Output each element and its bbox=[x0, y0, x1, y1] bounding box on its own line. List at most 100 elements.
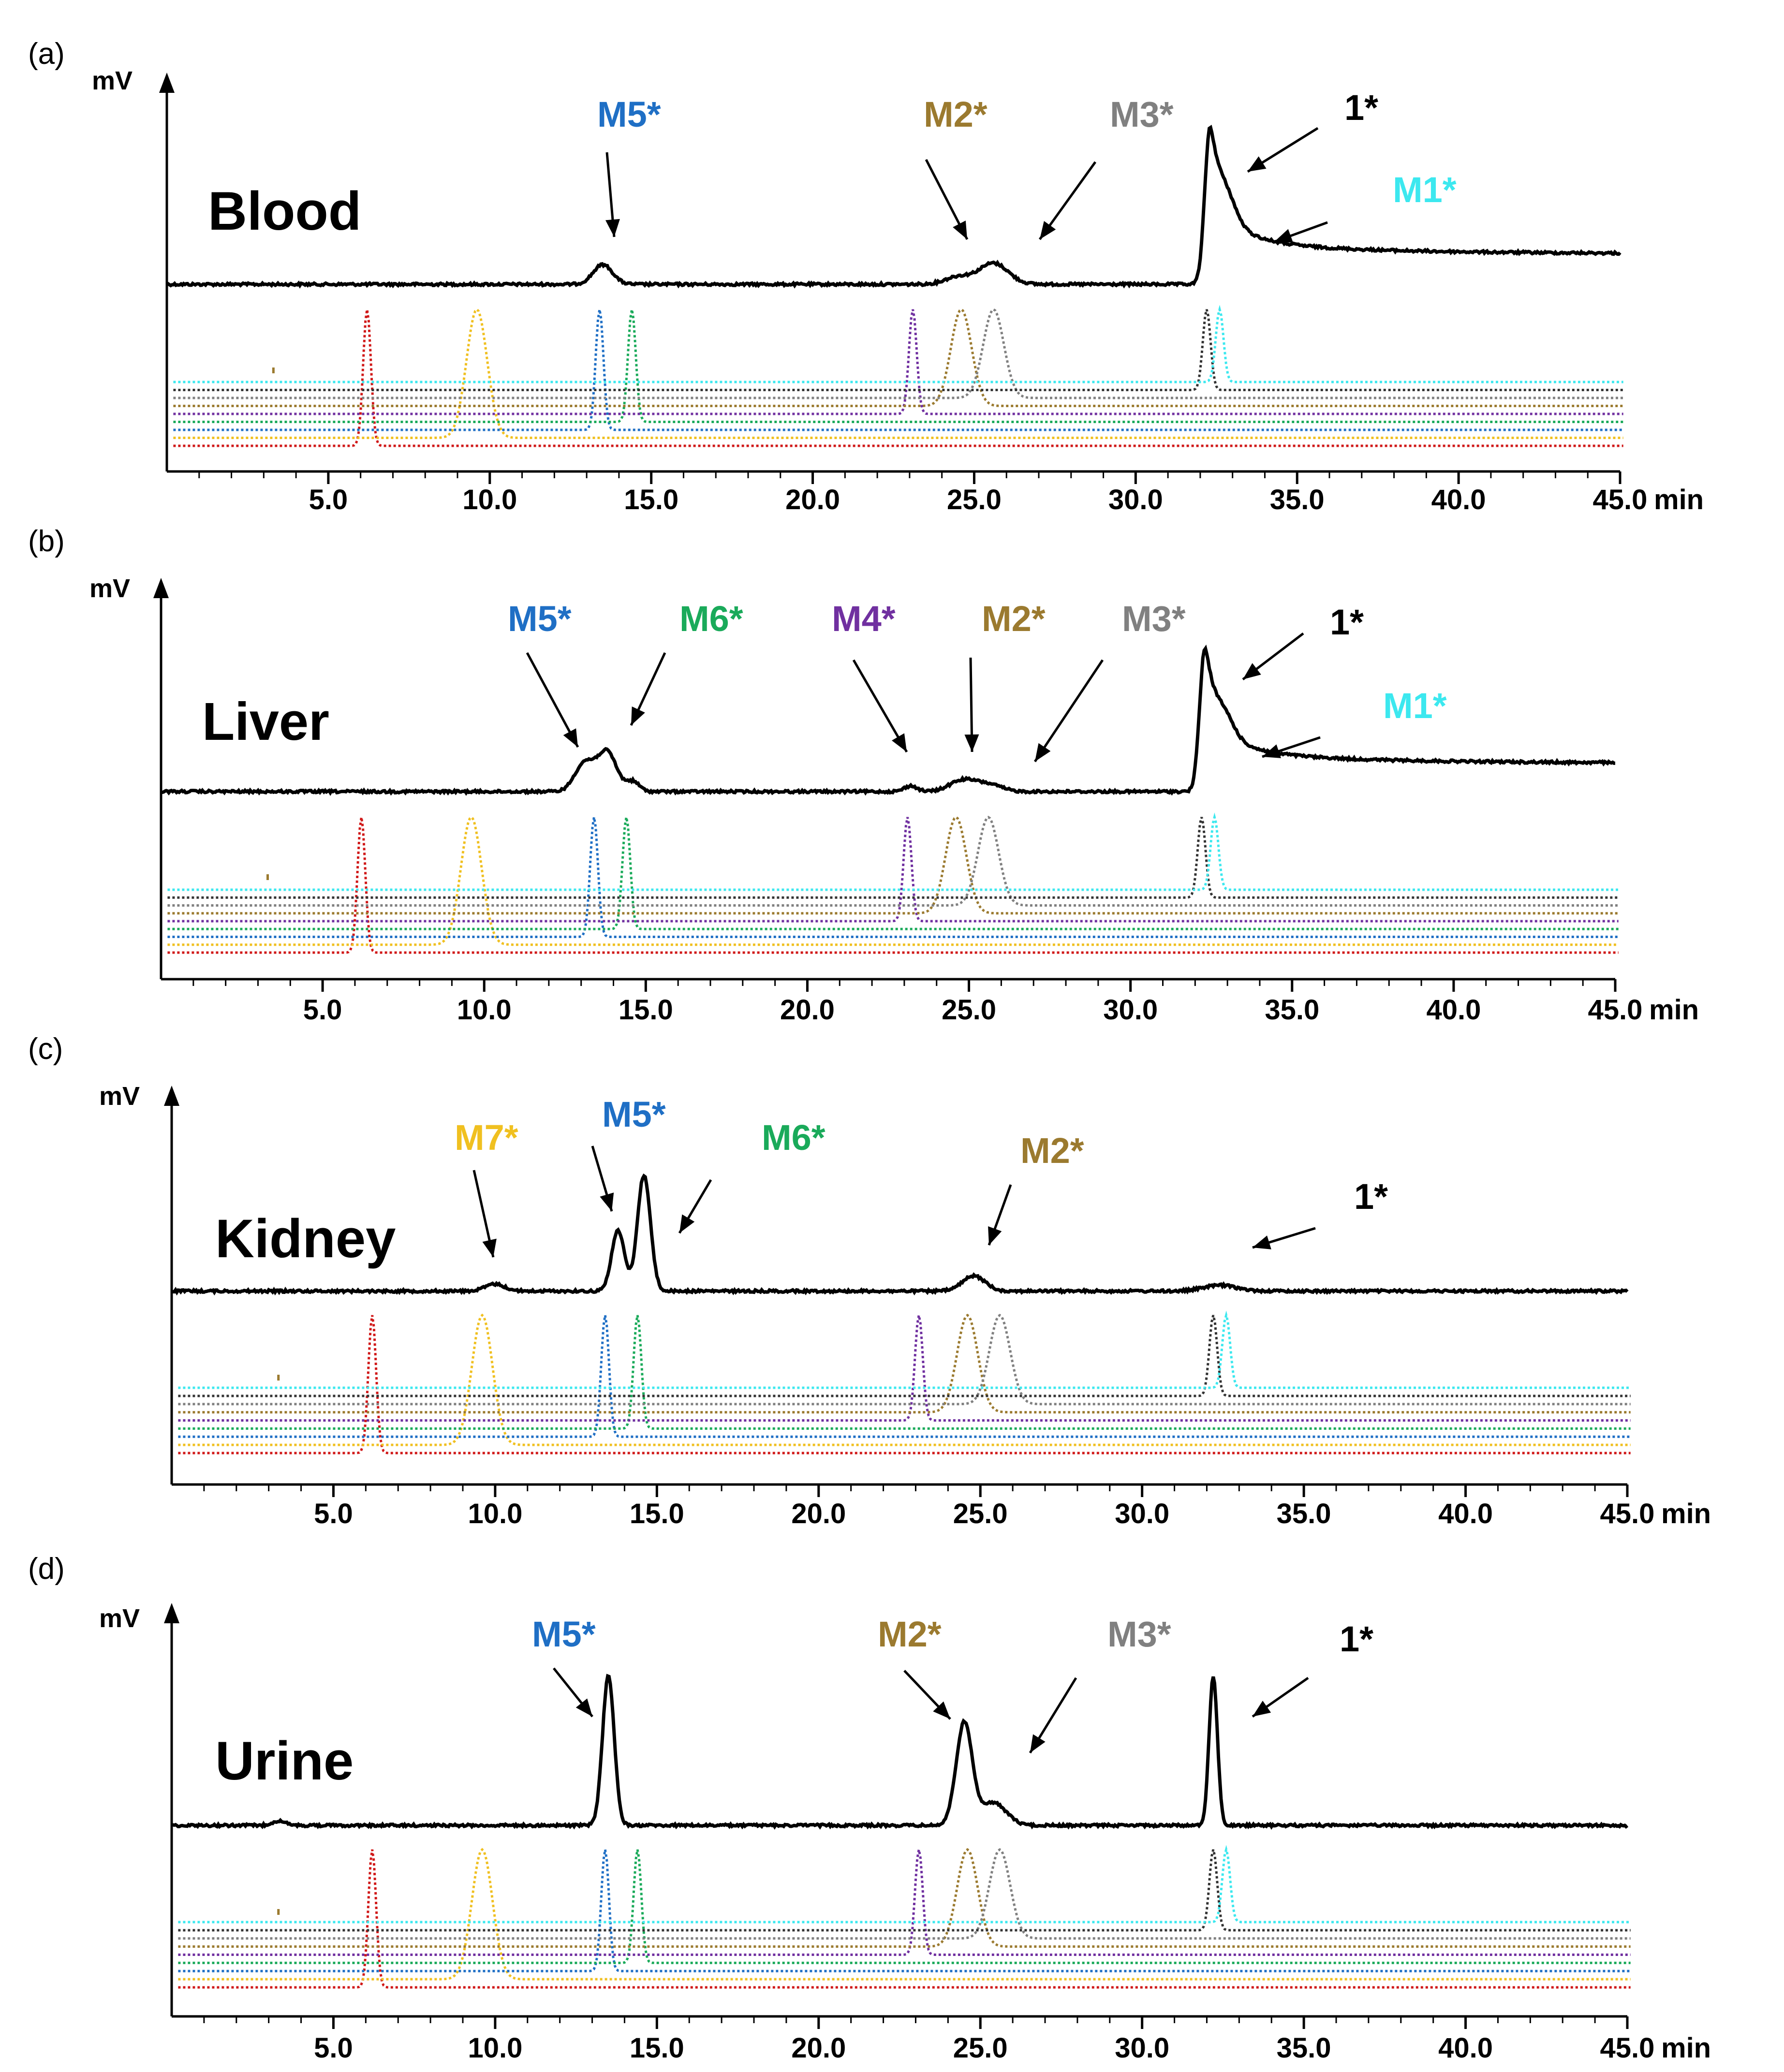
standard-trace-b-cyan bbox=[167, 812, 1619, 891]
standard-trace-d-red bbox=[178, 1849, 1631, 1989]
annotation-arrowhead-c-1 bbox=[600, 1192, 614, 1211]
label-b-6: M1* bbox=[1383, 686, 1447, 726]
standard-trace-d-brown bbox=[178, 1848, 1631, 1948]
tick-a-4: 25.0 bbox=[947, 484, 1002, 515]
sample-trace-d bbox=[171, 1674, 1629, 1830]
standard-trace-b-yellow bbox=[167, 815, 1619, 946]
standard-trace-c-cyan bbox=[178, 1310, 1631, 1389]
tick-d-1: 10.0 bbox=[468, 2032, 522, 2064]
standards-d bbox=[178, 1845, 1631, 1989]
tick-c-3: 20.0 bbox=[791, 1498, 846, 1529]
axes-c bbox=[164, 1086, 1629, 1497]
tick-a-2: 15.0 bbox=[624, 484, 678, 515]
tick-d-0: 5.0 bbox=[314, 2032, 353, 2064]
x-axis-label-d: min bbox=[1661, 2032, 1711, 2064]
panel-d: (d) mV Urine 5.0 10.0 15.0 20.0 25.0 30.… bbox=[28, 1552, 1711, 2064]
standard-trace-d-gray bbox=[178, 1848, 1631, 1940]
annotation-arrowhead-b-5 bbox=[1243, 663, 1261, 679]
tick-c-1: 10.0 bbox=[468, 1498, 522, 1529]
panel-b: (b) mV Liver 5.0 10.0 15.0 20.0 25.0 30.… bbox=[28, 525, 1699, 1026]
standards-c bbox=[178, 1310, 1631, 1455]
annotations-c bbox=[472, 1146, 1316, 1258]
annotation-arrowhead-c-0 bbox=[482, 1238, 497, 1257]
label-a-2: M3* bbox=[1110, 94, 1174, 134]
standard-trace-a-black bbox=[173, 309, 1623, 391]
tick-b-5: 30.0 bbox=[1103, 994, 1158, 1026]
tissue-title-blood: Blood bbox=[208, 181, 361, 241]
tick-a-8: 45.0 bbox=[1593, 484, 1648, 515]
y-axis-label-a: mV bbox=[92, 66, 133, 95]
standard-trace-c-green bbox=[178, 1315, 1631, 1430]
standard-trace-c-yellow bbox=[178, 1313, 1631, 1446]
label-b-4: M3* bbox=[1122, 599, 1186, 639]
sample-trace-c bbox=[171, 1173, 1629, 1296]
standard-trace-b-brown bbox=[167, 815, 1619, 915]
y-axis-arrow-a bbox=[159, 73, 175, 93]
label-a-0: M5* bbox=[597, 94, 661, 134]
tissue-title-liver: Liver bbox=[202, 692, 329, 751]
tick-a-7: 40.0 bbox=[1431, 484, 1486, 515]
tick-a-1: 10.0 bbox=[462, 484, 517, 515]
standard-trace-d-cyan bbox=[178, 1845, 1631, 1924]
y-axis-label-d: mV bbox=[99, 1604, 140, 1633]
annotations-a bbox=[605, 127, 1328, 243]
tick-b-4: 25.0 bbox=[942, 994, 996, 1026]
tick-a-6: 35.0 bbox=[1270, 484, 1325, 515]
axes-b bbox=[153, 578, 1617, 992]
y-axis-arrow-c bbox=[164, 1086, 179, 1106]
tick-d-3: 20.0 bbox=[791, 2032, 846, 2064]
standard-trace-b-black bbox=[167, 817, 1619, 899]
label-c-2: M6* bbox=[762, 1117, 826, 1158]
tick-d-8: 45.0 bbox=[1600, 2032, 1655, 2064]
label-d-1: M2* bbox=[878, 1614, 942, 1654]
standard-trace-a-blue bbox=[173, 309, 1623, 431]
annotation-arrowhead-d-1 bbox=[933, 1701, 950, 1719]
tick-c-5: 30.0 bbox=[1115, 1498, 1169, 1529]
annotation-arrowhead-b-3 bbox=[964, 734, 979, 752]
annotation-arrowhead-d-2 bbox=[1030, 1734, 1046, 1753]
panel-tag-b: (b) bbox=[28, 525, 65, 558]
y-axis-arrow-b bbox=[153, 578, 169, 598]
standard-trace-b-purple bbox=[167, 817, 1619, 923]
tick-a-5: 30.0 bbox=[1108, 484, 1163, 515]
standard-trace-c-black bbox=[178, 1315, 1631, 1397]
annotations-b bbox=[526, 632, 1321, 763]
tick-c-7: 40.0 bbox=[1438, 1498, 1493, 1529]
tick-b-3: 20.0 bbox=[780, 994, 835, 1026]
label-b-2: M4* bbox=[832, 599, 896, 639]
y-axis-label-c: mV bbox=[99, 1082, 140, 1111]
annotation-arrowhead-b-6 bbox=[1262, 744, 1281, 758]
tick-b-8: 45.0 bbox=[1588, 994, 1643, 1026]
annotation-arrowhead-b-4 bbox=[1035, 743, 1051, 762]
standard-trace-d-purple bbox=[178, 1849, 1631, 1956]
standard-trace-b-blue bbox=[167, 817, 1619, 938]
label-b-1: M6* bbox=[679, 599, 743, 639]
standard-trace-c-red bbox=[178, 1315, 1631, 1455]
panel-tag-d: (d) bbox=[28, 1552, 65, 1586]
standard-trace-d-green bbox=[178, 1849, 1631, 1964]
annotation-arrowhead-b-2 bbox=[891, 733, 907, 752]
standard-trace-d-yellow bbox=[178, 1848, 1631, 1981]
panel-c: (c) mV Kidney 5.0 10.0 15.0 20.0 25.0 30… bbox=[28, 1032, 1711, 1529]
standard-trace-a-yellow bbox=[173, 308, 1623, 439]
tick-c-8: 45.0 bbox=[1600, 1498, 1655, 1529]
annotations-d bbox=[553, 1667, 1309, 1754]
panel-tag-a: (a) bbox=[28, 37, 65, 71]
annotation-arrowhead-a-3 bbox=[1248, 156, 1267, 172]
standard-trace-d-blue bbox=[178, 1849, 1631, 1972]
standard-trace-b-red bbox=[167, 817, 1619, 954]
tick-b-6: 35.0 bbox=[1265, 994, 1319, 1026]
annotation-arrowhead-b-1 bbox=[631, 706, 645, 725]
standard-trace-c-brown bbox=[178, 1313, 1631, 1414]
label-b-0: M5* bbox=[508, 599, 572, 639]
x-axis-label-b: min bbox=[1649, 994, 1699, 1026]
annotation-arrowhead-d-3 bbox=[1253, 1701, 1271, 1717]
panel-a: (a) mV Blood 5.0 10.0 15.0 20.0 25.0 30.… bbox=[28, 37, 1704, 515]
tick-a-0: 5.0 bbox=[309, 484, 348, 515]
label-d-2: M3* bbox=[1107, 1614, 1171, 1654]
annotation-arrow-b-0 bbox=[526, 652, 579, 748]
tick-d-6: 35.0 bbox=[1277, 2032, 1331, 2064]
tick-c-0: 5.0 bbox=[314, 1498, 353, 1529]
label-b-5: 1* bbox=[1330, 602, 1364, 642]
